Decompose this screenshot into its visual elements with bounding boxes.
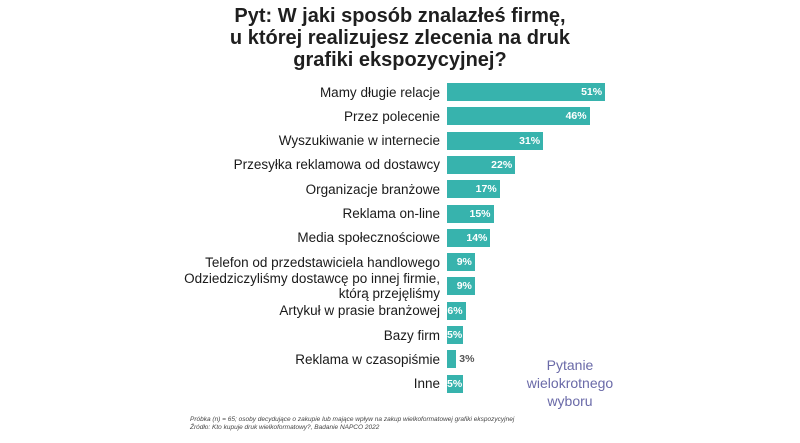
category-label-line: Bazy firm xyxy=(383,327,440,343)
category-label-line: Odziedziczyliśmy dostawcę po innej firmi… xyxy=(184,271,440,287)
value-label: 31% xyxy=(519,134,541,147)
category-label: Mamy długie relacje xyxy=(8,85,440,100)
title-line: grafiki ekspozycyjnej? xyxy=(293,49,507,71)
bar xyxy=(447,83,606,101)
category-label-line: Telefon od przedstawiciela handlowego xyxy=(205,254,440,270)
category-label: Telefon od przedstawiciela handlowego xyxy=(8,255,440,270)
bar xyxy=(447,253,475,272)
note-line: wyboru xyxy=(547,393,593,409)
value-label: 51% xyxy=(581,86,603,98)
bar xyxy=(447,228,491,247)
bar xyxy=(447,301,466,320)
category-label-line: którą przejęliśmy xyxy=(338,286,440,302)
value-label: 6% xyxy=(447,304,463,317)
footer-source-line: Źródło: Kto kupuje druk wielkoformatowy?… xyxy=(190,424,380,431)
category-label: Odziedziczyliśmy dostawcę po innej firmi… xyxy=(8,271,440,301)
bar xyxy=(447,180,500,199)
bar xyxy=(447,277,475,296)
bar xyxy=(447,350,457,369)
value-label: 5% xyxy=(447,329,463,341)
category-label: Organizacje branżowe xyxy=(8,182,440,197)
note-line: wielokrotnego xyxy=(526,375,614,391)
category-label: Artykuł w prasie branżowej xyxy=(8,303,440,318)
title-line: Pyt: W jaki sposób znalazłeś firmę, xyxy=(234,5,566,27)
value-label: 3% xyxy=(459,353,475,366)
category-label-line: Przez polecenie xyxy=(343,108,440,124)
category-label: Media społecznościowe xyxy=(8,230,440,245)
value-label: 46% xyxy=(565,110,587,123)
value-label: 22% xyxy=(491,158,513,171)
category-label-line: Wyszukiwanie w internecie xyxy=(278,133,440,149)
title-line: u której realizujesz zlecenia na druk xyxy=(229,27,571,49)
category-label-line: Przesyłka reklamowa od dostawcy xyxy=(233,157,440,173)
bar xyxy=(447,374,463,393)
category-label: Przez polecenie xyxy=(8,109,440,124)
value-label: 14% xyxy=(466,231,488,244)
bar xyxy=(447,326,463,344)
bar xyxy=(447,155,516,174)
footer-sample-line: Próbka (n) = 65; osoby decydujące o zaku… xyxy=(190,416,515,423)
category-label: Inne xyxy=(8,376,440,391)
category-label-line: Inne xyxy=(413,376,440,392)
category-label-line: Media społecznościowe xyxy=(297,230,440,246)
multiple-choice-note: Pytanie wielokrotnego wyboru xyxy=(505,356,635,410)
value-label: 17% xyxy=(475,183,497,196)
category-label-line: Organizacje branżowe xyxy=(305,181,440,197)
value-label: 9% xyxy=(456,280,472,293)
category-label-line: Reklama w czasopiśmie xyxy=(295,351,440,367)
category-label: Przesyłka reklamowa od dostawcy xyxy=(8,157,440,172)
bar xyxy=(447,204,494,223)
category-label-line: Reklama on-line xyxy=(342,206,440,221)
bar xyxy=(447,107,590,126)
source-footer: Próbka (n) = 65; osoby decydujące o zaku… xyxy=(190,416,514,432)
category-label-line: Mamy długie relacje xyxy=(319,84,440,100)
category-label: Bazy firm xyxy=(8,328,440,343)
bar xyxy=(447,131,544,150)
category-label: Reklama w czasopiśmie xyxy=(8,352,440,367)
category-label: Wyszukiwanie w internecie xyxy=(8,133,440,148)
value-label: 5% xyxy=(447,377,463,390)
value-label: 9% xyxy=(456,256,472,269)
chart-title: Pyt: W jaki sposób znalazłeś firmę, u kt… xyxy=(150,5,650,71)
category-label-line: Artykuł w prasie branżowej xyxy=(279,303,440,319)
note-line: Pytanie xyxy=(546,357,594,373)
category-label: Reklama on-line xyxy=(8,206,440,221)
value-label: 15% xyxy=(469,207,491,220)
